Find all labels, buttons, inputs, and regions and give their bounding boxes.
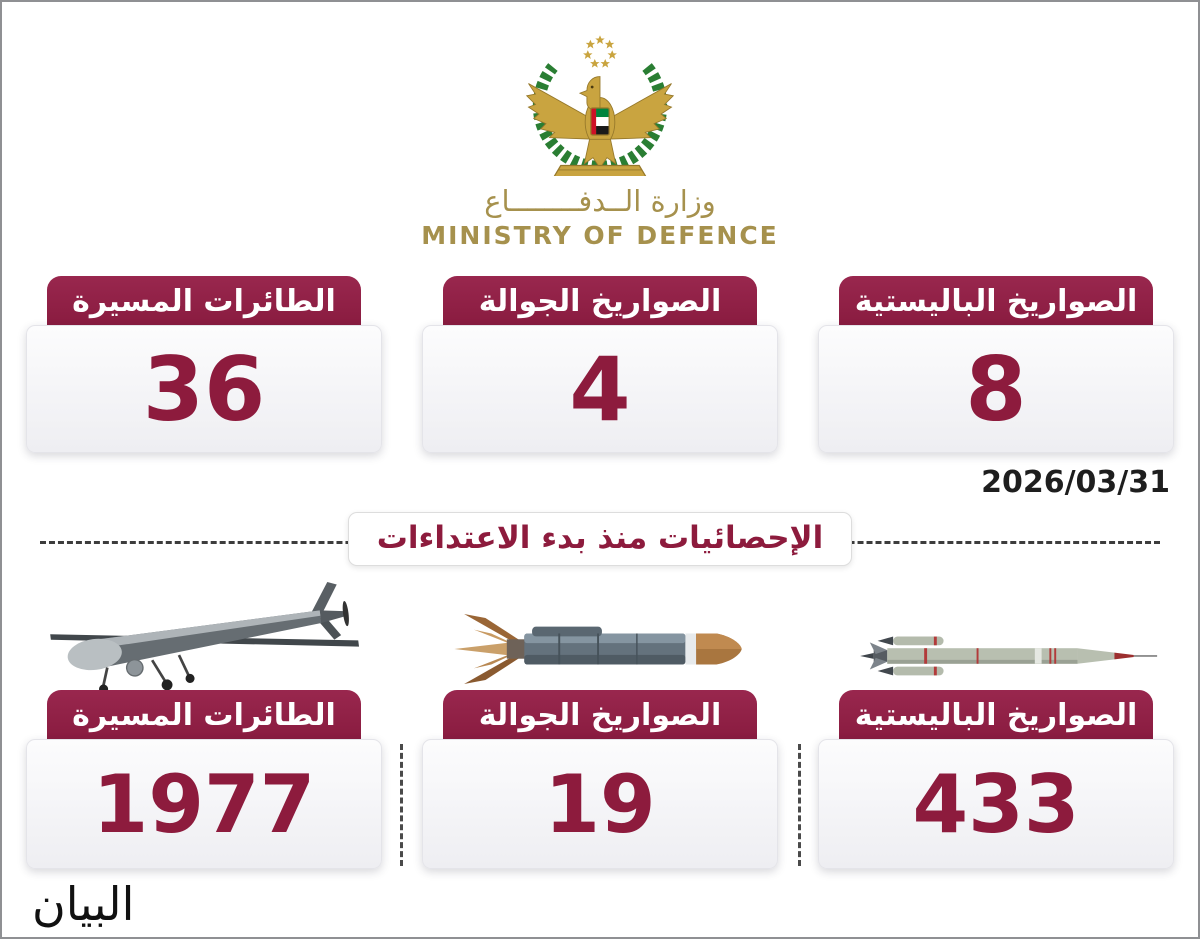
vertical-dashed-divider xyxy=(798,744,801,866)
cruise-missiles-total-value: 19 xyxy=(422,739,778,869)
stat-card-cruise-total: الصواريخ الجوالة 19 xyxy=(422,690,778,869)
vertical-dashed-divider xyxy=(400,744,403,866)
drone-image-cell xyxy=(26,572,382,690)
ballistic-missile-image-cell xyxy=(818,620,1174,690)
ballistic-missile-icon xyxy=(860,636,1158,676)
cruise-missile-icon xyxy=(454,614,742,684)
section-divider: الإحصائيات منذ بدء الاعتداءات xyxy=(2,512,1198,574)
drone-icon xyxy=(50,581,360,690)
ministry-name-english: MINISTRY OF DEFENCE xyxy=(421,221,779,250)
stat-card-cruise-daily: الصواريخ الجوالة 4 xyxy=(422,276,778,453)
stat-card-ballistic-total: الصواريخ الباليستية 433 xyxy=(818,690,1174,869)
ballistic-missiles-daily-value: 8 xyxy=(818,325,1174,453)
ministry-of-defence-emblem-icon xyxy=(526,35,674,180)
ballistic-missiles-total-value: 433 xyxy=(818,739,1174,869)
stat-card-drones-total: الطائرات المسيرة 1977 xyxy=(26,690,382,869)
cruise-missile-image-cell xyxy=(422,608,778,690)
cruise-missiles-daily-value: 4 xyxy=(422,325,778,453)
drones-total-value: 1977 xyxy=(26,739,382,869)
ministry-header: وزارة الــدفــــــــاع MINISTRY OF DEFEN… xyxy=(2,2,1198,250)
total-stats-row: الصواريخ الباليستية 433 الصواريخ الجوالة… xyxy=(2,690,1198,869)
drones-daily-value: 36 xyxy=(26,325,382,453)
divider-label: الإحصائيات منذ بدء الاعتداءات xyxy=(347,512,853,566)
totals-section: الصواريخ الباليستية 433 الصواريخ الجوالة… xyxy=(2,578,1198,869)
stat-card-drones-daily: الطائرات المسيرة 36 xyxy=(26,276,382,453)
report-date: 2026/03/31 xyxy=(981,465,1170,500)
ministry-name-arabic: وزارة الــدفــــــــاع xyxy=(484,184,716,218)
al-bayan-logo: البيان xyxy=(32,877,135,931)
stat-card-ballistic-daily: الصواريخ الباليستية 8 xyxy=(818,276,1174,453)
daily-stats-row: الصواريخ الباليستية 8 الصواريخ الجوالة 4… xyxy=(2,276,1198,453)
drones-label: الطائرات المسيرة xyxy=(47,690,361,759)
weapon-images-row xyxy=(2,578,1198,690)
